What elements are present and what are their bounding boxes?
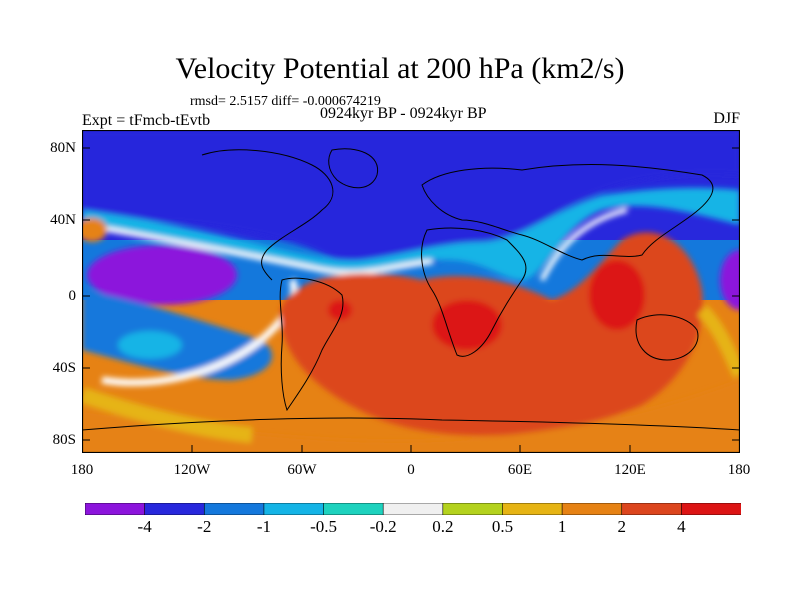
chart-title: Velocity Potential at 200 hPa (km2/s) (175, 52, 625, 85)
y-tick-label: 80N (50, 140, 76, 156)
field-region-indonesia-max (589, 260, 645, 330)
coast-south-america (279, 277, 344, 412)
colorbar-swatch (263, 503, 325, 515)
colorbar-swatch (621, 503, 683, 515)
coast-australia (635, 314, 699, 361)
colorbar-swatch (502, 503, 563, 515)
coast-north-america (201, 149, 334, 281)
y-tick-label: 80S (52, 432, 76, 448)
colorbar-tick-label: -2 (197, 517, 212, 536)
colorbar-tick-label: 0.2 (432, 517, 454, 536)
coastlines (82, 148, 740, 431)
field-region-white-line (82, 222, 433, 276)
rmsd-diff-stats: rmsd= 2.5157 diff= -0.000674219 (190, 94, 381, 109)
colorbar (85, 503, 741, 515)
y-tick-label: 0 (68, 288, 77, 304)
field-region-cyan-belt (82, 187, 740, 280)
x-tick-label: 0 (407, 462, 415, 478)
field-region-south-yellow (82, 387, 253, 443)
x-tick-label: 60W (287, 462, 317, 478)
y-tick-label: 40N (50, 212, 76, 228)
x-tick-label: 180 (70, 462, 94, 478)
field-region-south-pacific-blue (82, 290, 272, 380)
colorbar-tick-label: 4 (677, 517, 686, 536)
colorbar-tick-label: -4 (137, 517, 152, 536)
colorbar-tick-label: 2 (617, 517, 626, 536)
field-region-white-line-east (539, 207, 628, 282)
x-tick-label: 120W (173, 462, 211, 478)
colorbar-swatch (203, 503, 265, 515)
colorbar-tick-label: 0.5 (491, 517, 514, 536)
colorbar-tick-label: -1 (256, 517, 271, 536)
velocity-potential-map (82, 130, 740, 453)
x-tick-label: 120E (614, 462, 646, 478)
y-tick-label: 40S (52, 360, 76, 376)
colorbar-tick-label: 1 (557, 517, 567, 536)
colorbar-swatch (85, 503, 146, 515)
period-label: 0924kyr BP - 0924kyr BP (320, 105, 487, 122)
colorbar-swatch (442, 503, 504, 515)
field-region-africa-max (432, 300, 502, 350)
field-region-east-yellow (696, 305, 740, 379)
colorbar-swatch (681, 503, 741, 515)
coast-antarctica (82, 417, 740, 431)
coast-greenland (328, 148, 379, 189)
field-region-pacific-min-east (720, 250, 740, 310)
field-region-brazil-max (328, 300, 352, 320)
x-tick-label: 180 (727, 462, 751, 478)
season-label: DJF (713, 110, 740, 127)
colorbar-swatch (382, 503, 444, 515)
x-tick-label: 60E (507, 462, 533, 478)
coast-europe-asia (421, 164, 714, 261)
colorbar-swatch (323, 503, 384, 515)
experiment-label: Expt = tFmcb-tEvtb (82, 112, 211, 129)
colorbar-swatch (561, 503, 623, 515)
field-region-south-pacific-cyan (118, 331, 182, 359)
colorbar-swatch (144, 503, 206, 515)
coast-africa (421, 227, 527, 357)
colorbar-tick-label: -0.2 (369, 517, 397, 536)
field-region-pacific-min (87, 245, 237, 305)
colorbar-tick-label: -0.5 (310, 517, 337, 536)
field-region-west-orange (82, 218, 107, 242)
axis-ticks (82, 147, 740, 453)
